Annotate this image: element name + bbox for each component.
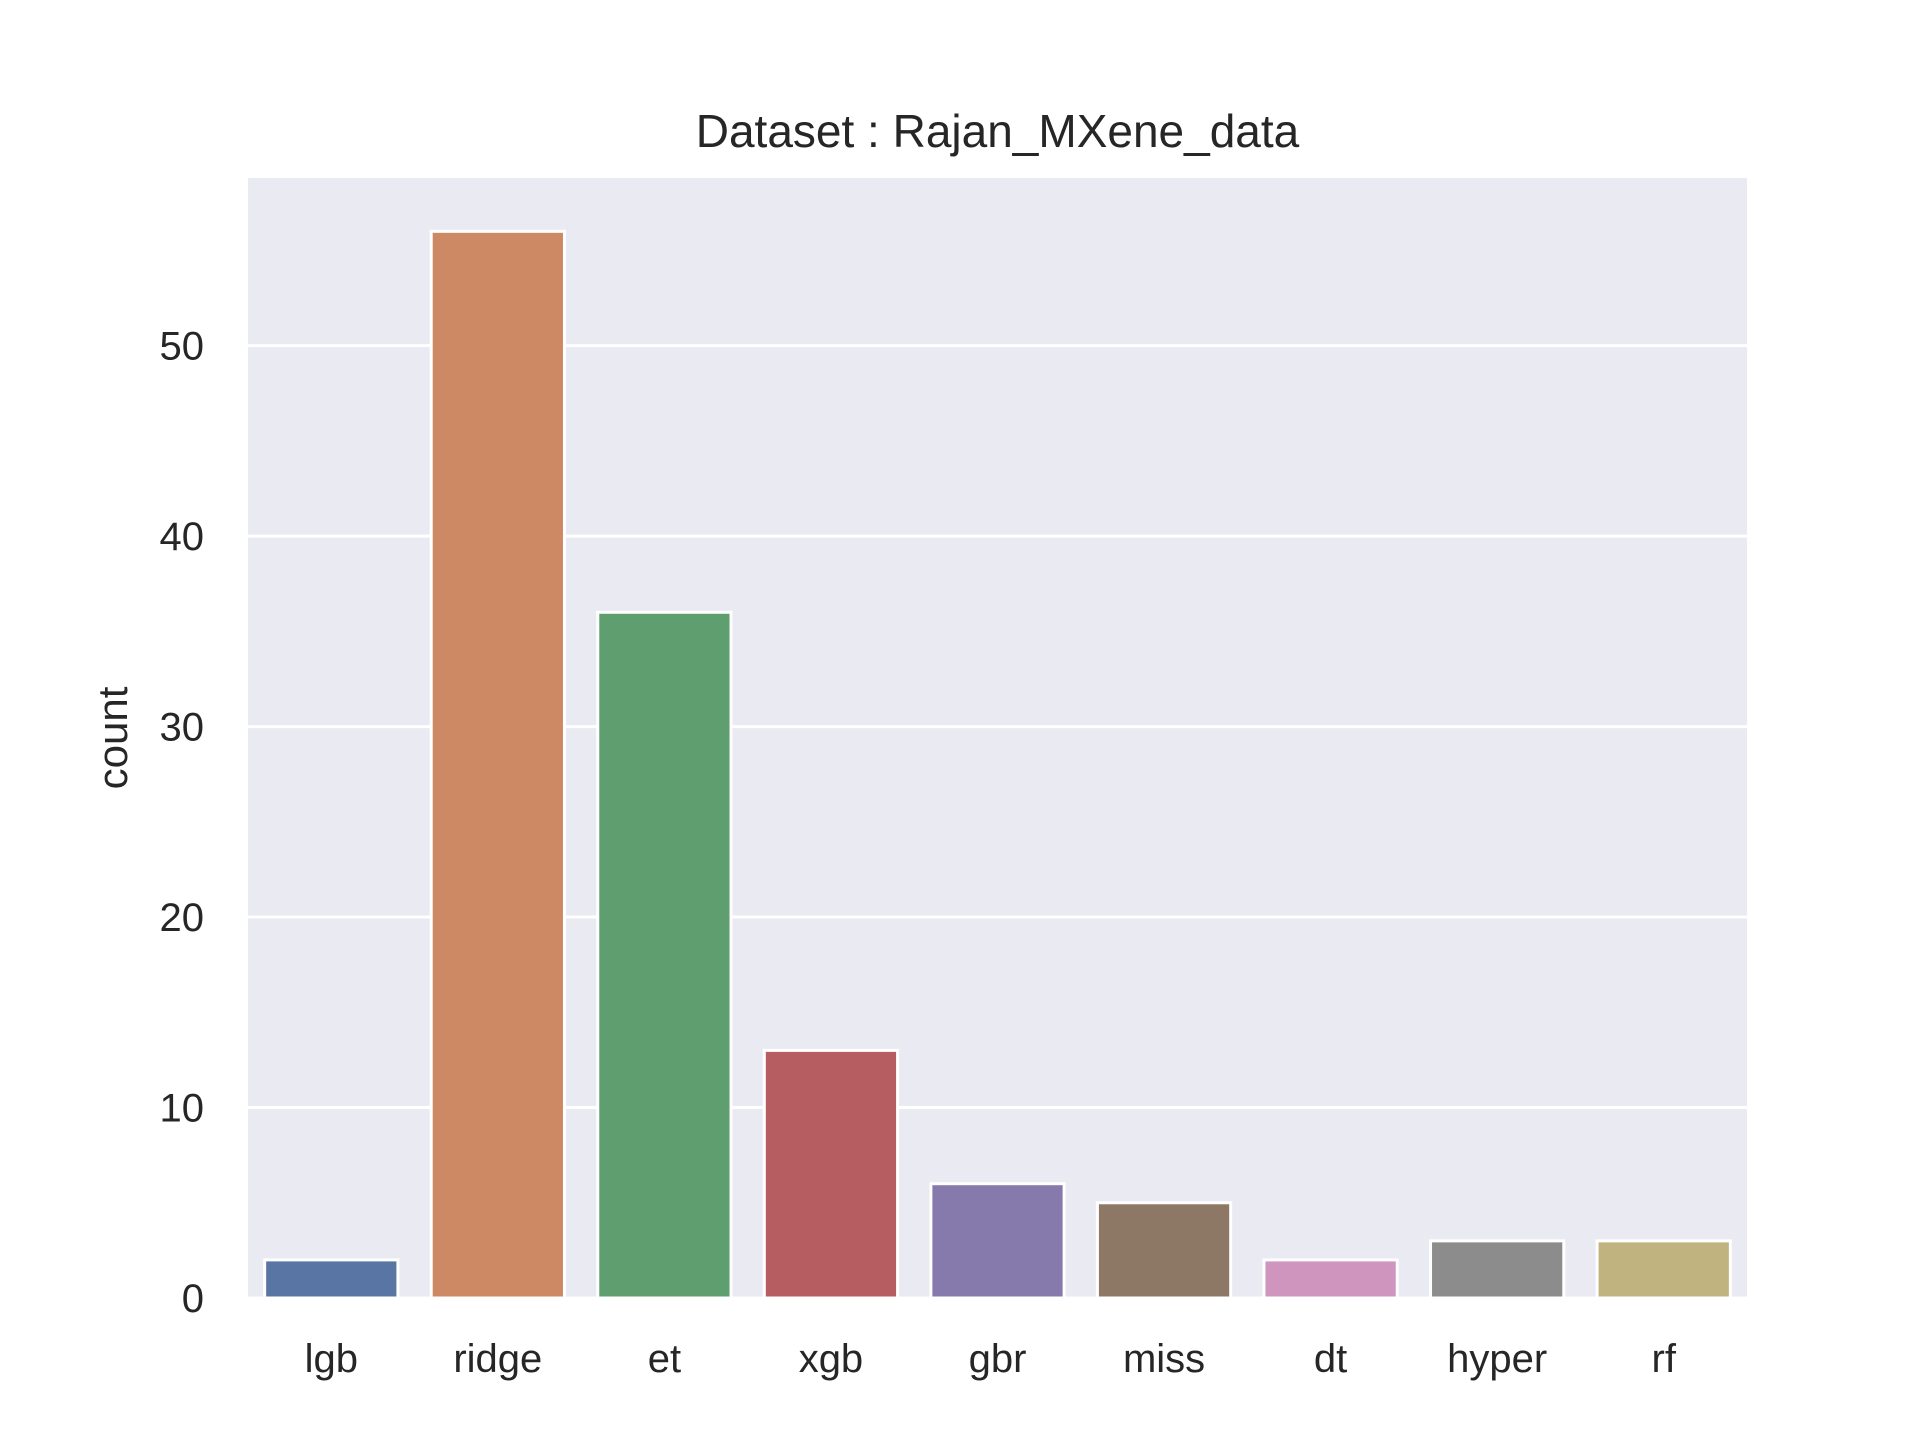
x-tick-label-miss: miss	[1123, 1337, 1205, 1381]
x-tick-label-ridge: ridge	[453, 1337, 542, 1381]
x-tick-label-dt: dt	[1314, 1337, 1347, 1381]
x-tick-label-hyper: hyper	[1447, 1337, 1547, 1381]
bar-gbr	[929, 1182, 1066, 1300]
bar-miss	[1095, 1201, 1233, 1300]
bar-hyper	[1429, 1239, 1566, 1300]
y-tick-label: 20	[160, 896, 205, 940]
y-tick-label: 40	[160, 515, 205, 559]
bar-dt	[1262, 1258, 1399, 1300]
bar-ridge	[429, 229, 566, 1300]
y-tick-labels: 0 10 20 30 40 50	[160, 325, 205, 1321]
x-tick-labels: lgb ridge et xgb gbr miss dt hyper rf	[305, 1337, 1677, 1381]
y-tick-label: 50	[160, 325, 205, 369]
bar-rf	[1595, 1239, 1732, 1300]
x-tick-label-rf: rf	[1652, 1337, 1677, 1381]
y-axis-label: count	[89, 686, 136, 789]
bar-et	[596, 610, 733, 1300]
x-tick-label-xgb: xgb	[799, 1337, 864, 1381]
bar-lgb	[263, 1258, 400, 1300]
x-tick-label-lgb: lgb	[305, 1337, 358, 1381]
chart-title: Dataset : Rajan_MXene_data	[696, 105, 1300, 157]
y-tick-label: 30	[160, 706, 205, 750]
bars	[263, 229, 1732, 1300]
x-tick-label-et: et	[648, 1337, 681, 1381]
y-tick-label: 0	[182, 1277, 204, 1321]
y-tick-label: 10	[160, 1087, 205, 1131]
bar-xgb	[762, 1048, 900, 1300]
x-tick-label-gbr: gbr	[969, 1337, 1027, 1381]
